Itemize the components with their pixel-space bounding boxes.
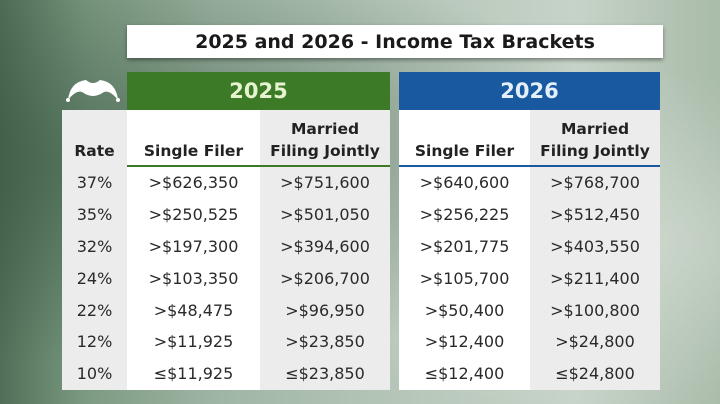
single-2025-cell: >$197,300 [148, 236, 239, 256]
married-2026-cell: >$403,550 [550, 236, 640, 256]
single-2026-cell: >$105,700 [419, 268, 510, 288]
married-2025-cell: >$206,700 [280, 268, 370, 288]
single-2025-cell: >$48,475 [153, 300, 234, 320]
filing-jointly-header: Filing Jointly [270, 142, 380, 160]
single-2026-cell: >$201,775 [419, 236, 510, 256]
married-2025-cell: >$751,600 [280, 173, 370, 193]
year-2025-header: 2025 [127, 72, 390, 110]
married-2025-cell: >$501,050 [280, 205, 370, 225]
married-2025-cell: >$23,850 [285, 332, 365, 352]
jester-hat-icon [66, 80, 120, 102]
married-header: Married [290, 120, 360, 138]
2026-married-column: Married Filing Jointly >$768,700 >$512,450 >… [530, 110, 660, 390]
married-2026-cell: >$24,800 [555, 332, 635, 352]
rate-cell: 10% [76, 364, 113, 384]
single-2026-cell: >$12,400 [424, 332, 505, 352]
married-2025-cell: >$394,600 [280, 236, 370, 256]
rate-cell: 37% [76, 173, 113, 193]
married-2026-cell: >$100,800 [550, 300, 640, 320]
page-title: 2025 and 2026 - Income Tax Brackets [127, 25, 663, 58]
married-2026-cell: >$211,400 [550, 268, 640, 288]
rate-header: Rate [74, 142, 115, 160]
single-filer-header: Single Filer [414, 142, 515, 160]
rate-cell: 35% [76, 205, 113, 225]
year-2026-header: 2026 [399, 72, 660, 110]
single-2025-cell: >$250,525 [148, 205, 239, 225]
single-2026-cell: >$50,400 [424, 300, 505, 320]
rate-cell: 24% [76, 268, 113, 288]
single-2026-cell: >$640,600 [419, 173, 510, 193]
single-2026-cell: >$256,225 [419, 205, 510, 225]
married-2026-cell: ≤$24,800 [555, 364, 635, 384]
rate-cell: 22% [76, 300, 113, 320]
single-filer-header: Single Filer [143, 142, 244, 160]
married-2026-cell: >$768,700 [550, 173, 640, 193]
single-2026-cell: ≤$12,400 [424, 364, 505, 384]
rate-cell: 32% [76, 236, 113, 256]
filing-jointly-header: Filing Jointly [540, 142, 650, 160]
2025-married-column: Married Filing Jointly >$751,600 >$501,050 >… [260, 110, 390, 390]
2026-single-column: Single Filer >$640,600 >$256,225 >$201,775 >… [399, 110, 530, 390]
single-2025-cell: >$626,350 [148, 173, 239, 193]
rate-column: Rate 37% 35% 32% 24% 22% 12% 10% [62, 110, 127, 390]
2025-single-column: Single Filer >$626,350 >$250,525 >$197,300 >… [127, 110, 260, 390]
married-2026-cell: >$512,450 [550, 205, 640, 225]
single-2025-cell: >$11,925 [153, 332, 234, 352]
married-2025-cell: ≤$23,850 [285, 364, 365, 384]
married-2025-cell: >$96,950 [285, 300, 365, 320]
rate-cell: 12% [76, 332, 113, 352]
single-2025-cell: >$103,350 [148, 268, 239, 288]
married-header: Married [560, 120, 630, 138]
single-2025-cell: ≤$11,925 [153, 364, 234, 384]
